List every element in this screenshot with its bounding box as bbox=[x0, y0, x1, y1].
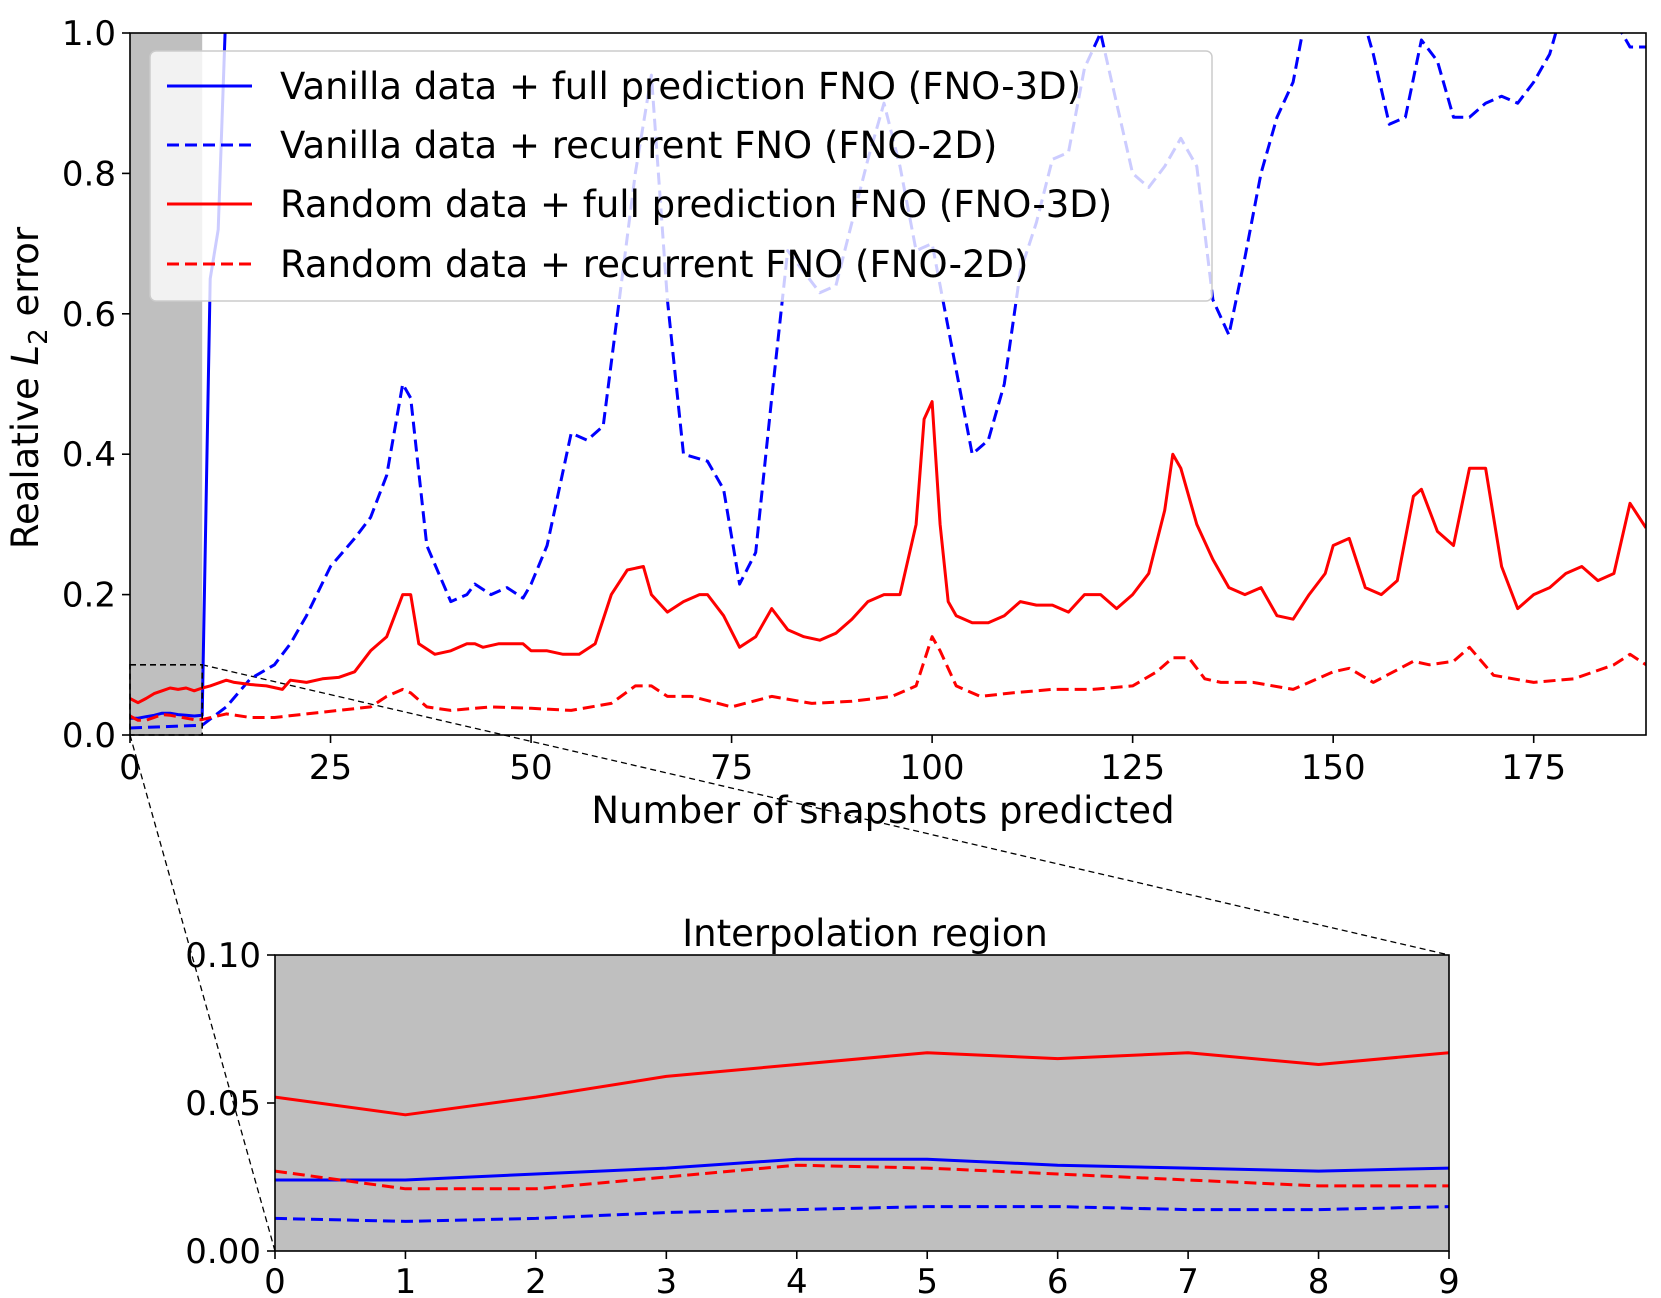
inset-y-ticks: 0.00 0.05 0.10 bbox=[185, 936, 275, 1272]
inset-x-tick-label: 5 bbox=[916, 1262, 938, 1298]
legend-label-vanilla-3d: Vanilla data + full prediction FNO (FNO-… bbox=[280, 65, 1081, 108]
main-x-tick-label: 175 bbox=[1501, 748, 1566, 788]
legend-label-random-2d: Random data + recurrent FNO (FNO-2D) bbox=[280, 243, 1028, 286]
main-x-axis-label: Number of snapshots predicted bbox=[591, 789, 1174, 832]
inset-series-line-3 bbox=[275, 1163, 1449, 1191]
inset-x-tick-label: 9 bbox=[1438, 1262, 1460, 1298]
legend-label-vanilla-2d: Vanilla data + recurrent FNO (FNO-2D) bbox=[280, 124, 997, 167]
main-y-ticks: 0.0 0.2 0.4 0.6 0.8 1.0 bbox=[62, 14, 130, 756]
inset-title: Interpolation region bbox=[682, 912, 1048, 955]
zoom-connector-right bbox=[202, 664, 1450, 956]
main-y-tick-label: 0.6 bbox=[62, 295, 116, 335]
legend: Vanilla data + full prediction FNO (FNO-… bbox=[149, 50, 1213, 302]
main-x-tick-label: 125 bbox=[1100, 748, 1165, 788]
main-axes-frame bbox=[129, 32, 1647, 736]
inset-x-tick-label: 8 bbox=[1308, 1262, 1330, 1298]
inset-background bbox=[275, 955, 1449, 1251]
main-y-tick-label: 0.4 bbox=[62, 435, 116, 475]
inset-x-tick-label: 1 bbox=[395, 1262, 417, 1298]
main-x-tick-label: 100 bbox=[900, 748, 965, 788]
legend-box bbox=[149, 50, 1213, 302]
inset-x-tick-label: 6 bbox=[1047, 1262, 1069, 1298]
main-series-line-1 bbox=[130, 33, 1646, 730]
main-y-tick-label: 0.0 bbox=[62, 716, 116, 756]
main-y-axis-label: Realative L2 error bbox=[4, 226, 54, 549]
zoom-connector-left bbox=[129, 734, 276, 1252]
main-x-ticks: 0 25 50 75 100 125 150 175 bbox=[119, 735, 1566, 788]
inset-x-tick-label: 0 bbox=[264, 1262, 286, 1298]
inset-x-tick-label: 3 bbox=[656, 1262, 678, 1298]
inset-x-tick-label: 2 bbox=[525, 1262, 547, 1298]
main-y-tick-label: 0.8 bbox=[62, 154, 116, 194]
inset-x-tick-label: 4 bbox=[786, 1262, 808, 1298]
inset-y-tick-label: 0.10 bbox=[185, 936, 261, 976]
main-x-tick-label: 0 bbox=[119, 748, 141, 788]
main-x-tick-label: 150 bbox=[1301, 748, 1366, 788]
inset-series-group bbox=[275, 1051, 1449, 1223]
inset-series-line-2 bbox=[275, 1051, 1449, 1117]
main-x-tick-label: 25 bbox=[309, 748, 352, 788]
inset-x-tick-label: 7 bbox=[1177, 1262, 1199, 1298]
main-series-line-3 bbox=[130, 635, 1646, 722]
inset-y-tick-label: 0.05 bbox=[185, 1084, 261, 1124]
main-plot: 0 25 50 75 100 125 150 175 0.0 0.2 0.4 0.6 0.8 1.0 N… bbox=[4, 14, 1647, 832]
inset-series-line-1 bbox=[275, 1205, 1449, 1223]
main-x-tick-label: 75 bbox=[710, 748, 753, 788]
inset-series-line-0 bbox=[275, 1157, 1449, 1182]
inset-x-ticks: 0 1 2 3 4 5 6 7 8 9 bbox=[264, 1251, 1460, 1298]
legend-label-random-3d: Random data + full prediction FNO (FNO-3… bbox=[280, 183, 1112, 226]
main-y-tick-label: 0.2 bbox=[62, 576, 116, 616]
main-series-line-2 bbox=[130, 400, 1646, 705]
main-x-tick-label: 50 bbox=[509, 748, 552, 788]
main-y-tick-label: 1.0 bbox=[62, 14, 116, 54]
inset-plot: 0 1 2 3 4 5 6 7 8 9 0.00 0.05 0.10 Interpolation re… bbox=[185, 912, 1460, 1298]
inset-y-tick-label: 0.00 bbox=[185, 1232, 261, 1272]
